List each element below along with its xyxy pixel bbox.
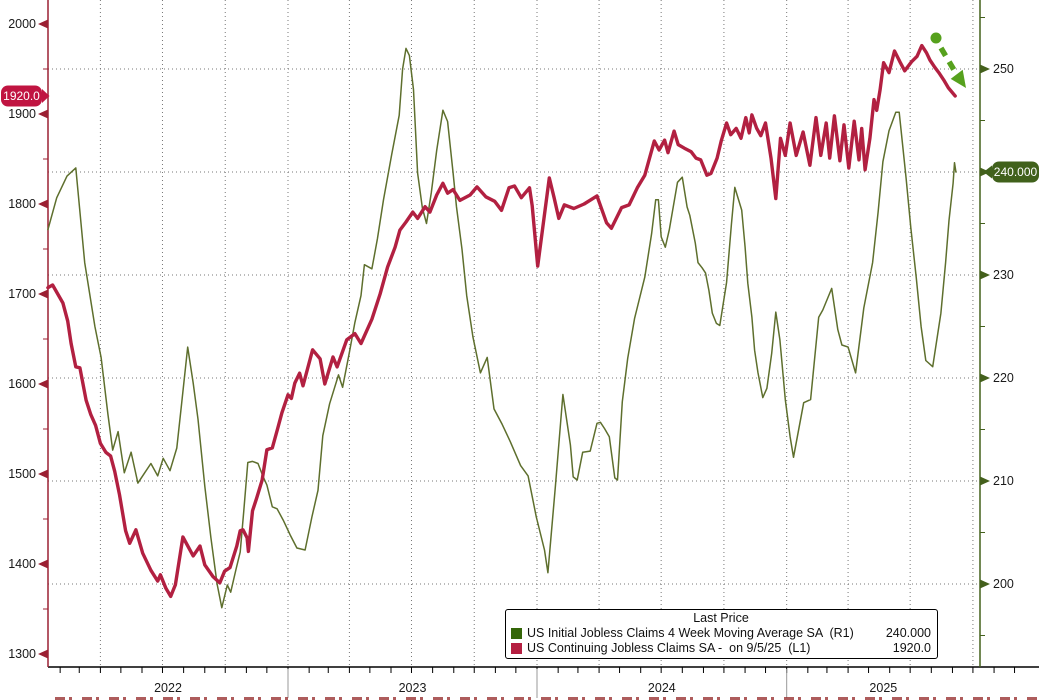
legend-label: US Initial Jobless Claims 4 Week Moving … <box>527 626 854 640</box>
tick-arrow-icon <box>38 649 48 659</box>
x-axis-year-label: 2024 <box>648 681 676 695</box>
legend: Last Price US Initial Jobless Claims 4 W… <box>505 609 938 659</box>
legend-value: 1920.0 <box>892 641 931 655</box>
tick-arrow-icon <box>980 476 990 486</box>
axis-tick-label: 230 <box>993 268 1014 282</box>
tick-arrow-icon <box>980 373 990 383</box>
tick-arrow-icon <box>980 270 990 280</box>
right-axis: 200210220230240250 <box>979 0 1014 667</box>
axis-tick-label: 2000 <box>8 17 36 31</box>
legend-entry[interactable]: US Continuing Jobless Claims SA - on 9/5… <box>511 641 931 656</box>
axis-tick-label: 1300 <box>8 647 36 661</box>
axis-tick-label: 1900 <box>8 107 36 121</box>
tick-arrow-icon <box>980 579 990 589</box>
axis-tick-label: 1700 <box>8 287 36 301</box>
down-trend-arrow-icon <box>930 32 966 88</box>
legend-value: 240.000 <box>885 626 931 640</box>
svg-text:240.000: 240.000 <box>994 165 1038 179</box>
last-price-badge-right: 240.000 <box>983 161 1039 183</box>
last-price-badge-left: 1920.0 <box>1 85 50 107</box>
svg-text:1920.0: 1920.0 <box>3 89 40 103</box>
legend-title: Last Price <box>693 611 749 625</box>
clipped-bottom-date-row <box>55 697 1039 700</box>
tick-arrow-icon <box>38 379 48 389</box>
series-line-continuing-claims <box>46 43 957 599</box>
x-axis-year-label: 2023 <box>399 681 427 695</box>
axis-tick-label: 1400 <box>8 557 36 571</box>
tick-arrow-icon <box>38 19 48 29</box>
tick-arrow-icon <box>980 64 990 74</box>
x-axis: 2022 2023 2024 2025 <box>48 666 1039 698</box>
left-axis: 1300 1400 1500 1600 1700 1800 1900 2000 <box>8 0 49 667</box>
legend-swatch-icon <box>511 643 522 654</box>
axis-tick-label: 220 <box>993 371 1014 385</box>
x-axis-year-label: 2022 <box>154 681 182 695</box>
axis-tick-label: 1800 <box>8 197 36 211</box>
tick-arrow-icon <box>38 289 48 299</box>
gridlines <box>48 0 980 667</box>
axis-tick-label: 1500 <box>8 467 36 481</box>
axis-tick-label: 200 <box>993 577 1014 591</box>
series-line-initial-claims-4wk-ma <box>47 47 957 609</box>
legend-swatch-icon <box>511 628 522 639</box>
x-axis-year-label: 2025 <box>869 681 897 695</box>
axis-tick-label: 1600 <box>8 377 36 391</box>
tick-arrow-icon <box>38 559 48 569</box>
tick-arrow-icon <box>38 199 48 209</box>
legend-label: US Continuing Jobless Claims SA - on 9/5… <box>527 641 811 655</box>
tick-arrow-icon <box>38 109 48 119</box>
tick-arrow-icon <box>38 469 48 479</box>
axis-tick-label: 210 <box>993 474 1014 488</box>
legend-entry[interactable]: US Initial Jobless Claims 4 Week Moving … <box>511 626 931 641</box>
axis-tick-label: 250 <box>993 62 1014 76</box>
